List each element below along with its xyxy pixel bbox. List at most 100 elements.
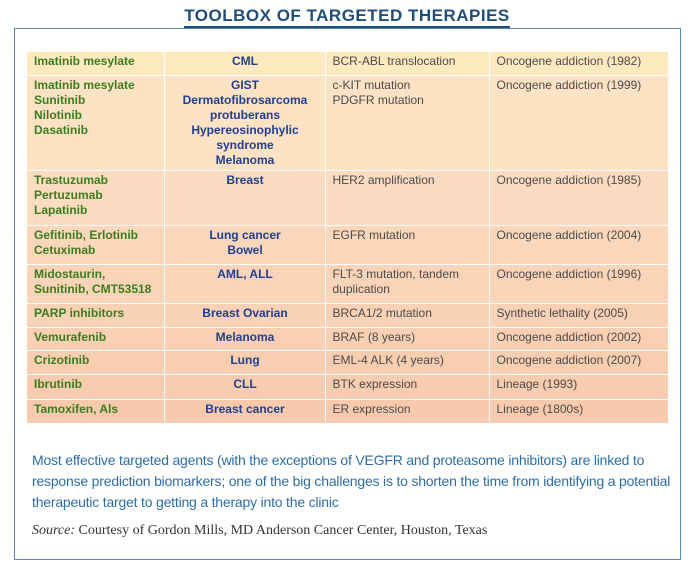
- biomarker-cell: BRCA1/2 mutation: [325, 303, 490, 328]
- drug-cell-line: Imatinib mesylate: [34, 77, 135, 92]
- drug-cell: Vemurafenib: [27, 327, 165, 351]
- drug-cell-line: Imatinib mesylate: [34, 54, 135, 68]
- disease-cell-line: protuberans: [209, 107, 280, 122]
- biomarker-cell: FLT-3 mutation, tandem duplication: [325, 264, 490, 304]
- drug-cell: Imatinib mesylate: [27, 52, 165, 76]
- disease-cell-line: CML: [232, 54, 258, 68]
- biomarker-cell-line: c-KIT mutation: [332, 77, 411, 92]
- table-row: Imatinib mesylate CML BCR-ABL translocatio…: [27, 52, 668, 76]
- disease-cell-line: AML, ALL: [217, 266, 273, 281]
- drug-cell: Midostaurin, Sunitinib, CMT53518: [27, 264, 165, 304]
- mechanism-cell: Oncogene addiction (2004): [489, 225, 668, 265]
- disease-cell: Breast Ovarian: [164, 303, 326, 328]
- disease-cell-line: Melanoma: [215, 152, 275, 167]
- table-row: Ibrutinib CLL BTK expression Lineage (1993): [27, 374, 668, 400]
- disease-cell: Melanoma: [164, 327, 326, 351]
- biomarker-cell: EGFR mutation: [325, 225, 490, 265]
- drug-cell-line: Nilotinib: [34, 107, 82, 122]
- drug-cell-line: Lapatinib: [34, 202, 88, 217]
- drug-cell-line: Trastuzumab: [34, 172, 109, 187]
- drug-cell: Tamoxifen, Als: [27, 399, 165, 424]
- mechanism-cell: Oncogene addiction (1985): [489, 170, 668, 226]
- table-row: Tamoxifen, Als Breast cancer ER expression…: [27, 399, 668, 424]
- mechanism-cell: Oncogene addiction (2002): [489, 327, 668, 351]
- source-text: Courtesy of Gordon Mills, MD Anderson Ca…: [78, 523, 488, 538]
- biomarker-cell: BCR-ABL translocation: [325, 52, 490, 76]
- source-label: Source:: [32, 523, 76, 538]
- drug-cell: Ibrutinib: [27, 374, 165, 400]
- biomarker-cell-line: EGFR mutation: [332, 227, 416, 242]
- disease-cell: CML: [164, 52, 326, 76]
- disease-cell-line: Melanoma: [215, 329, 275, 344]
- drug-cell: Gefitinib, Erlotinib Cetuximab: [27, 225, 165, 265]
- disease-cell-line: Breast cancer: [205, 401, 285, 416]
- drug-cell-line: Cetuximab: [34, 242, 96, 257]
- table-row: PARP inhibitors Breast Ovarian BRCA1/2 mut…: [27, 303, 668, 328]
- disease-cell: GIST Dermatofibrosarcoma protuberans Hypere…: [164, 75, 326, 171]
- table-row: Gefitinib, Erlotinib Cetuximab Lung cancer…: [27, 225, 668, 265]
- mechanism-cell: Synthetic lethality (2005): [489, 303, 668, 328]
- disease-cell: AML, ALL: [164, 264, 326, 304]
- disease-cell-line: Bowel: [227, 242, 263, 257]
- drug-cell-line: Pertuzumab: [34, 187, 103, 202]
- mechanism-cell: Lineage (1993): [489, 374, 668, 400]
- disease-cell-line: Lung: [230, 352, 260, 367]
- therapies-table: Imatinib mesylate CML BCR-ABL translocatio…: [27, 52, 668, 424]
- drug-cell-line: Ibrutinib: [34, 376, 82, 391]
- disease-cell-line: Dermatofibrosarcoma: [182, 92, 308, 107]
- biomarker-cell-line: BCR-ABL translocation: [332, 54, 456, 68]
- source-line: Source: Courtesy of Gordon Mills, MD And…: [32, 523, 672, 539]
- drug-cell-line: Sunitinib, CMT53518: [34, 281, 152, 296]
- biomarker-cell: EML-4 ALK (4 years): [325, 350, 490, 375]
- drug-cell-line: Gefitinib, Erlotinib: [34, 227, 138, 242]
- drug-cell-line: Tamoxifen, Als: [34, 401, 119, 416]
- drug-cell: Imatinib mesylate Sunitinib Nilotinib Dasat…: [27, 75, 165, 171]
- drug-cell-line: Midostaurin,: [34, 266, 106, 281]
- figure-caption: Most effective targeted agents (with the…: [32, 452, 671, 510]
- biomarker-cell: BTK expression: [325, 374, 490, 400]
- biomarker-cell-line: PDGFR mutation: [332, 92, 424, 107]
- table-row: Trastuzumab Pertuzumab Lapatinib Breast HER2…: [27, 170, 668, 226]
- biomarker-cell: c-KIT mutation PDGFR mutation: [325, 75, 490, 171]
- disease-cell-line: syndrome: [216, 137, 274, 152]
- biomarker-cell-line: ER expression: [332, 401, 411, 416]
- biomarker-cell-line: BRCA1/2 mutation: [332, 305, 432, 320]
- biomarker-cell: HER2 amplification: [325, 170, 490, 226]
- drug-cell-line: PARP inhibitors: [34, 305, 125, 320]
- drug-cell-line: Vemurafenib: [34, 329, 107, 344]
- disease-cell-line: Hypereosinophylic: [191, 122, 299, 137]
- table-row: Midostaurin, Sunitinib, CMT53518 AML, ALL F…: [27, 264, 668, 304]
- table-row: Vemurafenib Melanoma BRAF (8 years) Oncogen…: [27, 327, 668, 351]
- biomarker-cell-line: HER2 amplification: [332, 172, 435, 187]
- biomarker-cell-line: BTK expression: [332, 376, 418, 391]
- disease-cell-line: Lung cancer: [209, 227, 281, 242]
- disease-cell: Breast: [164, 170, 326, 226]
- mechanism-cell: Oncogene addiction (2007): [489, 350, 668, 375]
- drug-cell-line: Crizotinib: [34, 352, 90, 367]
- drug-cell: Trastuzumab Pertuzumab Lapatinib: [27, 170, 165, 226]
- disease-cell-line: Breast Ovarian: [202, 305, 288, 320]
- biomarker-cell-line: FLT-3 mutation, tandem: [332, 266, 460, 281]
- page-title: TOOLBOX OF TARGETED THERAPIES: [0, 6, 694, 28]
- drug-cell: PARP inhibitors: [27, 303, 165, 328]
- table-row: Crizotinib Lung EML-4 ALK (4 years) Oncogen…: [27, 350, 668, 375]
- table-row: Imatinib mesylate Sunitinib Nilotinib Dasat…: [27, 75, 668, 171]
- mechanism-cell: Oncogene addiction (1996): [489, 264, 668, 304]
- biomarker-cell: ER expression: [325, 399, 490, 424]
- drug-cell: Crizotinib: [27, 350, 165, 375]
- disease-cell: CLL: [164, 374, 326, 400]
- disease-cell-line: Breast: [226, 172, 264, 187]
- drug-cell-line: Dasatinib: [34, 122, 89, 137]
- drug-cell-line: Sunitinib: [34, 92, 86, 107]
- figure-frame: [14, 28, 681, 560]
- disease-cell-line: GIST: [230, 77, 259, 92]
- mechanism-cell: Lineage (1800s): [489, 399, 668, 424]
- disease-cell-line: CLL: [233, 376, 257, 391]
- mechanism-cell: Oncogene addiction (1982): [489, 52, 668, 76]
- biomarker-cell: BRAF (8 years): [325, 327, 490, 351]
- disease-cell: Breast cancer: [164, 399, 326, 424]
- biomarker-cell-line: duplication: [332, 281, 390, 296]
- disease-cell: Lung cancer Bowel: [164, 225, 326, 265]
- disease-cell: Lung: [164, 350, 326, 375]
- biomarker-cell-line: BRAF (8 years): [332, 329, 416, 344]
